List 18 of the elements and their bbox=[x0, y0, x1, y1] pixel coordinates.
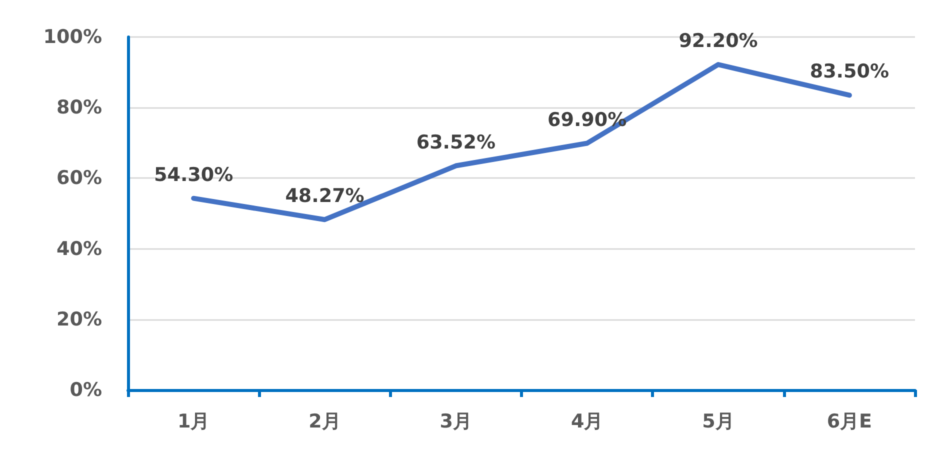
data-label: 83.50% bbox=[810, 60, 889, 83]
y-tick-label: 40% bbox=[56, 238, 102, 260]
data-label: 92.20% bbox=[678, 30, 758, 52]
data-label: 48.27% bbox=[285, 185, 364, 208]
x-tick-label: 5月 bbox=[702, 410, 734, 432]
y-tick-label: 0% bbox=[70, 379, 102, 401]
data-label: 54.30% bbox=[154, 164, 234, 186]
x-tick-label: 1月 bbox=[177, 410, 210, 432]
x-tick-label: 3月 bbox=[440, 410, 472, 432]
x-tick-label: 2月 bbox=[308, 410, 341, 432]
y-tick-label: 20% bbox=[56, 308, 102, 330]
data-label: 69.90% bbox=[548, 108, 627, 131]
data-label: 63.52% bbox=[416, 131, 496, 154]
y-tick-label: 100% bbox=[43, 26, 102, 48]
x-tick-label: 6月E bbox=[826, 410, 872, 432]
x-tick-label: 4月 bbox=[570, 410, 604, 432]
y-tick-label: 80% bbox=[56, 96, 102, 119]
y-tick-label: 60% bbox=[56, 167, 102, 190]
